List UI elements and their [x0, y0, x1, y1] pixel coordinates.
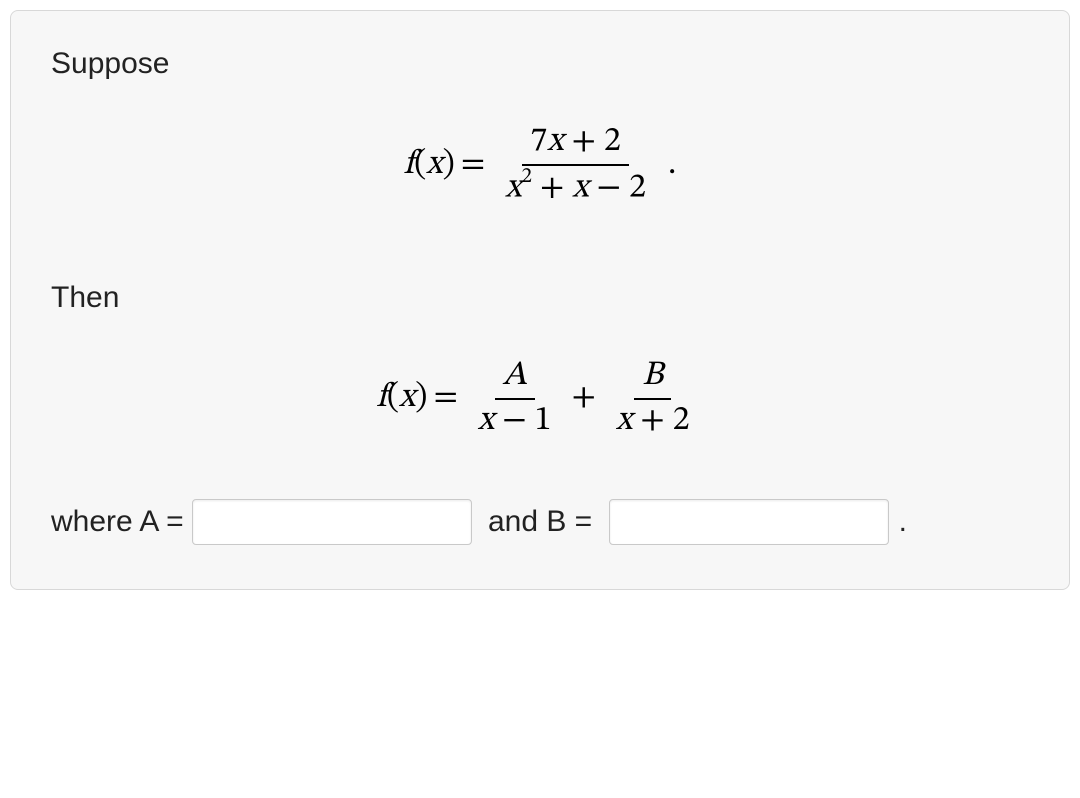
eq1-lhs: f(x) [404, 144, 455, 187]
eq1-period: . [668, 144, 676, 187]
eq2-term1-num: A [495, 355, 535, 400]
eq2-arg: x [399, 381, 415, 415]
eq1-numerator: 7x + 2 [522, 121, 628, 166]
eq1-open-paren: ( [414, 148, 426, 182]
eq2-expression: f(x) = A x − 1 + B x + 2 [376, 355, 703, 443]
eq1-denominator: x2 + x − 2 [497, 166, 654, 210]
answer-period: . [899, 484, 907, 559]
eq2-fraction-2: B x + 2 [608, 355, 698, 443]
then-text: Then [51, 281, 1029, 315]
eq2-lhs: f(x) [376, 377, 427, 420]
eq1-expression: f(x) = 7x + 2 x2 + x − 2 . [404, 121, 677, 211]
eq2-close-paren: ) [415, 381, 427, 415]
eq2-term2-den: x + 2 [608, 400, 698, 443]
and-b-label: and B = [488, 484, 592, 559]
eq1-arg: x [426, 148, 442, 182]
answer-row: where A = and B = . [51, 483, 1029, 560]
where-a-label: where A = [51, 484, 184, 559]
equation-2: f(x) = A x − 1 + B x + 2 [51, 355, 1029, 443]
input-b[interactable] [609, 499, 889, 545]
eq2-fraction-1: A x − 1 [470, 355, 560, 443]
eq2-equals: = [433, 377, 457, 420]
equation-1: f(x) = 7x + 2 x2 + x − 2 . [51, 121, 1029, 211]
input-a[interactable] [192, 499, 472, 545]
eq1-close-paren: ) [443, 148, 455, 182]
eq2-open-paren: ( [387, 381, 399, 415]
eq2-fn: f [376, 381, 386, 415]
intro-text: Suppose [51, 47, 1029, 81]
eq1-equals: = [461, 144, 485, 187]
eq2-plus: + [572, 377, 596, 420]
eq2-term2-num: B [634, 355, 671, 400]
eq2-term1-den: x − 1 [470, 400, 560, 443]
eq1-fn: f [404, 148, 414, 182]
eq1-fraction: 7x + 2 x2 + x − 2 [497, 121, 654, 211]
question-container: Suppose f(x) = 7x + 2 x2 + x − 2 . Then … [10, 10, 1070, 590]
